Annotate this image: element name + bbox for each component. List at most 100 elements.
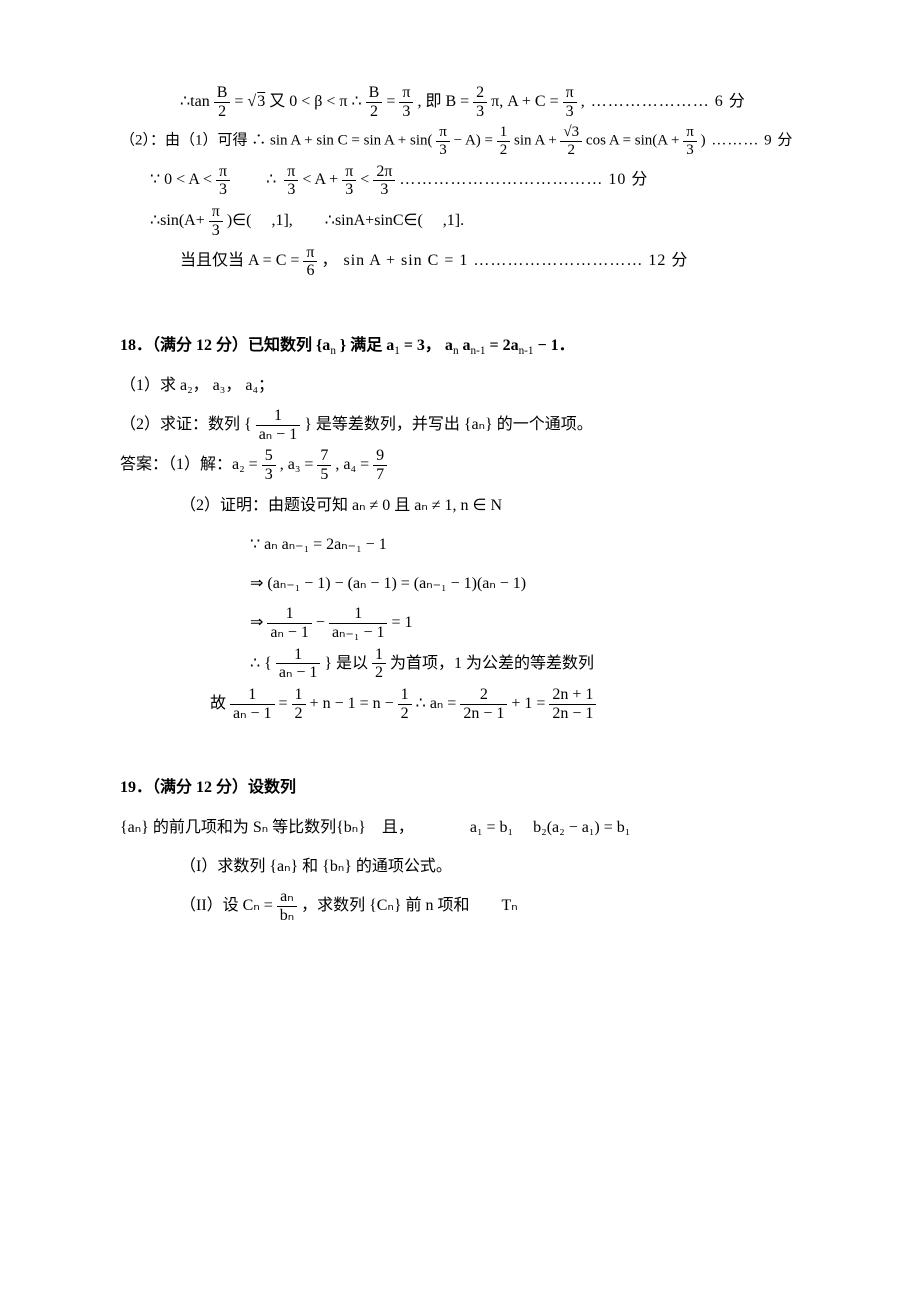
fraction: √32 — [560, 124, 582, 158]
problem-19-q1: （I）求数列 {aₙ} 和 {bₙ} 的通项公式。 — [120, 849, 800, 884]
text: } 是等差数列，并写出 {aₙ} 的一个通项。 — [304, 416, 593, 433]
fraction: B2 — [366, 84, 383, 120]
text: − — [316, 614, 329, 631]
text: = — [279, 695, 292, 712]
text: , ………………… 6 分 — [581, 93, 746, 110]
text: < A + — [302, 171, 342, 188]
text: sin A + — [514, 133, 560, 149]
text: 18．（满分 12 分）已知数列 {a — [120, 337, 330, 354]
text: ∴sin(A+ — [150, 212, 205, 229]
fraction: 97 — [373, 447, 387, 483]
text: ) ……… 9 分 — [701, 133, 794, 149]
eq-line: 当且仅当 A = C = π6 ， sin A + sin C = 1 …………… — [120, 243, 800, 279]
fraction: 1aₙ − 1 — [256, 407, 301, 443]
subscript: n — [330, 345, 336, 357]
text: ⇒ — [250, 614, 267, 631]
text: } 是以 — [324, 655, 372, 672]
subscript: 1 — [394, 345, 400, 357]
text: ， sin A + sin C = 1 ………………………… 12 分 — [321, 252, 688, 269]
fraction: 12 — [398, 686, 412, 722]
fraction: 22n − 1 — [460, 686, 507, 722]
text: = 2a — [489, 337, 518, 354]
fraction: π3 — [399, 84, 413, 120]
text: , 即 B = — [417, 93, 473, 110]
fraction: 1aₙ₋₁ − 1 — [329, 605, 388, 641]
fraction: π3 — [683, 124, 697, 158]
text: （2）：由（1）可得 ∴ sin A + sin C = sin A + sin… — [120, 133, 433, 149]
fraction: π6 — [303, 244, 317, 280]
proof-line: ∴ { 1aₙ − 1 } 是以 12 为首项，1 为公差的等差数列 — [120, 646, 800, 682]
text: ，求数列 {Cₙ} 前 n 项和 Tₙ — [301, 897, 518, 914]
problem-18-q1: （1）求 a₂， a₃， a₄； — [120, 368, 800, 403]
fraction: 2n + 12n − 1 — [549, 686, 596, 722]
text: , a₄ = — [335, 456, 373, 473]
text: + 1 = — [511, 695, 549, 712]
fraction: 12 — [292, 686, 306, 722]
problem-19-q2: （II）设 Cₙ = aₙbₙ ，求数列 {Cₙ} 前 n 项和 Tₙ — [120, 888, 800, 924]
text: π, A + C = — [491, 93, 562, 110]
text: < — [360, 171, 373, 188]
fraction: π3 — [284, 163, 298, 199]
text: ……………………………… 10 分 — [399, 171, 648, 188]
fraction: aₙbₙ — [277, 888, 297, 924]
text: （II）设 Cₙ = — [180, 897, 277, 914]
text: )∈( ,1], ∴sinA+sinC∈( ,1]. — [227, 212, 464, 229]
text: 答案：（1）解：a₂ = — [120, 456, 262, 473]
fraction: π3 — [563, 84, 577, 120]
subscript: n — [453, 345, 459, 357]
fraction: π3 — [216, 163, 230, 199]
proof-line: ⇒ 1aₙ − 1 − 1aₙ₋₁ − 1 = 1 — [120, 605, 800, 641]
subscript: n-1 — [471, 345, 486, 357]
subscript: n-1 — [519, 345, 534, 357]
text: = — [386, 93, 399, 110]
text: − A) = — [454, 133, 497, 149]
text: 为首项，1 为公差的等差数列 — [390, 655, 594, 672]
text: 又 0 < β < π ∴ — [269, 93, 365, 110]
fraction: π3 — [342, 163, 356, 199]
text: ∴ — [234, 171, 280, 188]
text: − 1． — [538, 337, 575, 354]
problem-18-q2: （2）求证：数列 { 1aₙ − 1 } 是等差数列，并写出 {aₙ} 的一个通… — [120, 407, 800, 443]
problem-19-line2: {aₙ} 的前几项和为 Sₙ 等比数列{bₙ} 且， a₁ = b₁ b₂(a₂… — [120, 810, 800, 845]
text: ∵ 0 < A < — [150, 171, 216, 188]
proof-line: （2）证明：由题设可知 aₙ ≠ 0 且 aₙ ≠ 1, n ∈ N — [120, 488, 800, 523]
eq-line: ∵ 0 < A < π3 ∴ π3 < A + π3 < 2π3 …………………… — [120, 162, 800, 198]
fraction: 75 — [317, 447, 331, 483]
text: 当且仅当 A = C = — [180, 252, 303, 269]
fraction: 53 — [262, 447, 276, 483]
fraction: π3 — [436, 124, 450, 158]
eq-line: ∴tan B2 = √3 又 0 < β < π ∴ B2 = π3 , 即 B… — [120, 84, 800, 120]
proof-line: ⇒ (aₙ₋₁ − 1) − (aₙ − 1) = (aₙ₋₁ − 1)(aₙ … — [120, 566, 800, 601]
fraction: 12 — [497, 124, 511, 158]
text: a — [463, 337, 471, 354]
text: , a₃ = — [280, 456, 318, 473]
math-document-page: ∴tan B2 = √3 又 0 < β < π ∴ B2 = π3 , 即 B… — [0, 0, 920, 1302]
answer-1: 答案：（1）解：a₂ = 53 , a₃ = 75 , a₄ = 97 — [120, 447, 800, 483]
fraction: 1aₙ − 1 — [267, 605, 312, 641]
text: = 3， a — [404, 337, 453, 354]
fraction: 23 — [473, 84, 487, 120]
fraction: 1aₙ − 1 — [230, 686, 275, 722]
text: + n − 1 = n − — [310, 695, 398, 712]
problem-18-heading: 18．（满分 12 分）已知数列 {an } 满足 a1 = 3， an an-… — [120, 328, 800, 364]
fraction: 12 — [372, 646, 386, 682]
fraction: 2π3 — [373, 163, 395, 199]
text: ∴ { — [250, 655, 276, 672]
text: （2）求证：数列 { — [120, 416, 256, 433]
eq-line: （2）：由（1）可得 ∴ sin A + sin C = sin A + sin… — [120, 124, 800, 158]
text: = 1 — [391, 614, 412, 631]
fraction: B2 — [214, 84, 231, 120]
proof-line: 故 1aₙ − 1 = 12 + n − 1 = n − 12 ∴ aₙ = 2… — [120, 686, 800, 722]
text: cos A = sin(A + — [586, 133, 683, 149]
eq-line: ∴sin(A+ π3 )∈( ,1], ∴sinA+sinC∈( ,1]. — [120, 203, 800, 239]
text: = √ — [234, 93, 256, 110]
text: ∴ aₙ = — [416, 695, 461, 712]
text: ∴tan — [180, 93, 214, 110]
fraction: π3 — [209, 203, 223, 239]
proof-line: ∵ aₙ aₙ₋₁ = 2aₙ₋₁ − 1 — [120, 527, 800, 562]
text: } 满足 a — [340, 337, 394, 354]
text: 故 — [210, 695, 230, 712]
sqrt: 3 — [256, 93, 265, 110]
problem-19-heading: 19．（满分 12 分）设数列 — [120, 770, 800, 805]
fraction: 1aₙ − 1 — [276, 646, 321, 682]
